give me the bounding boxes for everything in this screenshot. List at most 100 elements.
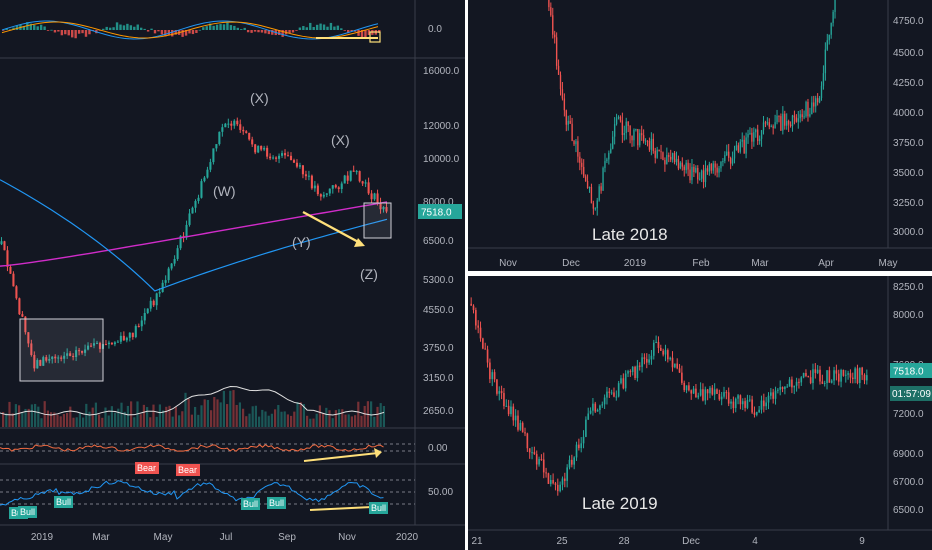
macd-histogram-bar <box>136 24 139 30</box>
macd-histogram-bar <box>347 30 350 34</box>
left-candle-body <box>301 165 304 175</box>
left-candle-body <box>98 342 102 349</box>
volume-bar <box>152 404 155 427</box>
macd-histogram-bar <box>367 30 371 35</box>
macd-histogram-bar <box>298 27 302 30</box>
volume-bar <box>248 413 251 427</box>
late-2019-candle-body <box>650 355 653 360</box>
bull-signal-label: Bull <box>243 499 258 509</box>
late-2018-candle-body <box>739 141 741 152</box>
late-2018-candle-body <box>720 162 722 169</box>
late-2018-candle-body <box>815 98 817 107</box>
macd-histogram-bar <box>174 30 177 35</box>
volume-bar <box>318 405 321 427</box>
macd-histogram-bar <box>191 30 195 35</box>
left-candle-body <box>313 185 316 189</box>
late-2018-candle-body <box>768 122 770 127</box>
macd-histogram-bar <box>53 30 57 33</box>
volume-bar <box>347 414 350 427</box>
volume-bar <box>2 412 5 427</box>
bull-signal-label: Bull <box>56 497 71 507</box>
late-2019-candle-body <box>816 369 819 373</box>
volume-bar <box>379 403 382 427</box>
macd-histogram-bar <box>226 22 229 30</box>
macd-axis-tick: 0.0 <box>428 24 442 35</box>
late-2019-candle-body <box>561 478 564 485</box>
late-2019-candle-body <box>556 484 559 492</box>
macd-histogram-bar <box>357 30 360 36</box>
volume-bar <box>50 412 53 427</box>
macd-histogram-bar <box>43 26 46 30</box>
macd-histogram-bar <box>253 30 257 32</box>
macd-histogram-bar <box>198 29 202 31</box>
late-2018-candle-body <box>608 152 610 160</box>
bull-signal-bg <box>18 506 37 518</box>
macd-histogram-bar <box>181 30 184 37</box>
left-time-tick: Nov <box>338 532 356 543</box>
late-2019-candle-body <box>842 369 845 376</box>
late-2019-candle-body <box>725 392 728 394</box>
late-2019-candle-body <box>854 368 856 380</box>
late-2018-candle-body <box>753 132 755 142</box>
volume-bar <box>107 415 110 427</box>
volume-bar <box>104 407 107 427</box>
left-candle-body <box>185 224 188 238</box>
macd-histogram-bar <box>250 30 253 33</box>
left-candle-body <box>18 298 21 315</box>
left-candle-body <box>328 188 331 194</box>
late-2019-candle-body <box>563 478 566 481</box>
volume-bar <box>322 413 325 427</box>
volume-bar <box>165 406 168 427</box>
late-2018-candle-body <box>809 114 811 117</box>
left-candle-body <box>191 207 194 214</box>
late-2018-candle-body <box>729 157 732 164</box>
macd-histogram-bar <box>12 27 15 30</box>
left-chart-svg[interactable]: 0.0 16000.0 12000.0 10000.0 8000.0 6500.0 5300… <box>0 0 465 550</box>
left-candle-body <box>266 147 269 157</box>
late-2019-chart-svg[interactable]: 8250.08000.07600.07200.06900.06700.06500… <box>468 276 932 550</box>
late-2019-candle-body <box>744 401 746 408</box>
left-chart-panel[interactable]: 0.0 16000.0 12000.0 10000.0 8000.0 6500.0 5300… <box>0 0 465 550</box>
late-2018-candle-body <box>687 162 689 170</box>
late-2018-chart-svg[interactable]: 4750.0 4500.0 4250.0 4000.0 3750.0 3500.0 3250… <box>468 0 932 271</box>
late-2019-candle-body <box>505 405 508 407</box>
bear-signal-bg <box>176 464 200 476</box>
late-2018-candle-body <box>633 129 635 141</box>
late-2018-candle-body <box>569 120 571 124</box>
macd-histogram-bar <box>160 30 164 35</box>
late-2018-candle-body <box>818 97 821 103</box>
late-2018-chart-panel[interactable]: 4750.0 4500.0 4250.0 4000.0 3750.0 3500.0 3250… <box>468 0 932 271</box>
left-candle-body <box>278 155 281 159</box>
moving-average-blue <box>0 179 388 292</box>
late-2018-candle-body <box>822 73 825 86</box>
volume-bar <box>11 413 14 427</box>
late-2018-price-tick: 4000.0 <box>893 108 924 119</box>
macd-histogram-bar <box>102 28 105 30</box>
late-2019-candle-body <box>568 459 571 468</box>
left-candle-body <box>3 241 6 251</box>
late-2018-candle-body <box>807 101 809 117</box>
volume-bar <box>258 416 261 427</box>
late-2018-candle-body <box>747 133 749 138</box>
macd-histogram-bar <box>115 22 119 30</box>
late-2019-chart-panel[interactable]: 8250.08000.07600.07200.06900.06700.06500… <box>468 276 932 550</box>
late-2018-candle-body <box>782 113 784 131</box>
late-2019-candle-body <box>681 372 683 383</box>
late-2019-candle-body <box>566 467 568 481</box>
volume-bar <box>245 416 248 427</box>
left-price-tick: 5300.0 <box>423 275 454 286</box>
oscillator-axis-tick: 0.00 <box>428 443 448 454</box>
late-2018-candle-body <box>619 116 622 121</box>
late-2019-candle-body <box>805 373 807 376</box>
late-2018-candle-body <box>557 65 560 75</box>
macd-histogram-bar <box>236 27 239 30</box>
left-candle-body <box>137 326 140 328</box>
late-2019-candle-body <box>765 402 767 407</box>
late-2018-candle-body <box>710 164 712 171</box>
late-2019-candle-body <box>739 395 742 405</box>
late-2019-candle-body <box>751 399 753 413</box>
macd-histogram-bar <box>202 27 205 30</box>
late-2019-candle-body <box>585 419 587 437</box>
late-2019-candle-body <box>826 370 828 384</box>
late-2018-candle-body <box>621 120 624 135</box>
